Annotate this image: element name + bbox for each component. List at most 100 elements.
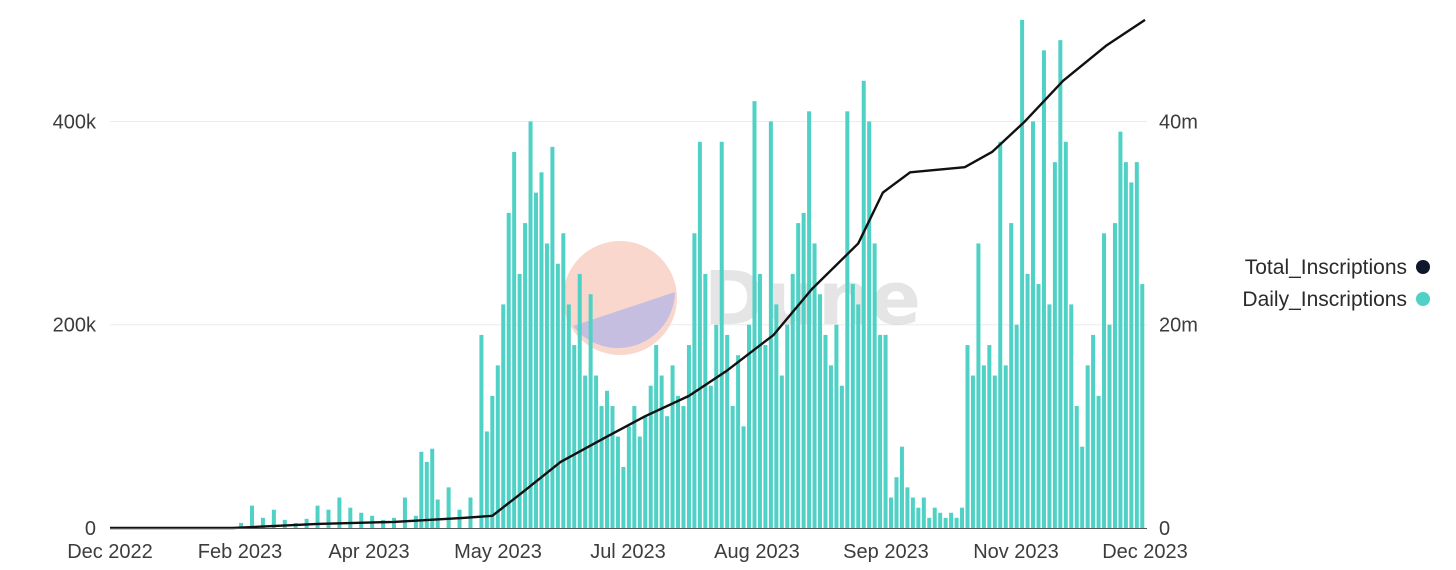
daily-inscriptions-bar	[271, 509, 276, 528]
daily-inscriptions-bar	[1107, 324, 1112, 528]
daily-inscriptions-bar	[610, 406, 615, 528]
daily-inscriptions-bar	[402, 497, 407, 528]
daily-inscriptions-bar	[583, 375, 588, 528]
daily-inscriptions-bar	[348, 507, 353, 528]
daily-inscriptions-bar	[1003, 365, 1008, 528]
x-tick-label: Dec 2023	[1102, 541, 1188, 563]
x-tick-label: Jul 2023	[590, 541, 666, 563]
daily-inscriptions-bar	[594, 375, 599, 528]
daily-inscriptions-bar	[512, 151, 517, 528]
x-tick-label: Aug 2023	[714, 541, 800, 563]
daily-inscriptions-bar	[637, 436, 642, 528]
daily-inscriptions-bar	[1074, 406, 1079, 528]
y-left-tick-label: 200k	[53, 315, 97, 337]
daily-inscriptions-bar	[856, 304, 861, 528]
daily-inscriptions-bar	[730, 406, 735, 528]
daily-inscriptions-bar	[899, 446, 904, 528]
daily-inscriptions-bar	[523, 223, 528, 528]
daily-inscriptions-bar	[686, 345, 691, 528]
daily-inscriptions-bar	[752, 101, 757, 528]
daily-inscriptions-bar	[785, 324, 790, 528]
daily-inscriptions-bar	[495, 365, 500, 528]
daily-inscriptions-bar	[703, 273, 708, 528]
daily-inscriptions-bar	[544, 243, 549, 528]
daily-inscriptions-bar	[998, 141, 1003, 529]
legend-marker-icon	[1416, 292, 1430, 306]
daily-inscriptions-bar	[315, 505, 320, 528]
daily-inscriptions-bar	[446, 487, 451, 528]
daily-inscriptions-bar	[1052, 162, 1057, 528]
dune-watermark-text: Dune	[704, 256, 921, 342]
daily-inscriptions-bar	[1118, 131, 1123, 528]
x-tick-label: Apr 2023	[328, 541, 409, 563]
daily-inscriptions-bar	[834, 324, 839, 528]
daily-inscriptions-bar	[413, 515, 418, 528]
daily-inscriptions-bar	[981, 365, 986, 528]
daily-inscriptions-bar	[484, 431, 489, 528]
daily-inscriptions-bar	[790, 273, 795, 528]
x-tick-label: Feb 2023	[198, 541, 283, 563]
daily-inscriptions-bar	[697, 141, 702, 529]
daily-inscriptions-bars	[239, 19, 1145, 529]
daily-inscriptions-bar	[539, 172, 544, 529]
daily-inscriptions-bar	[1058, 40, 1063, 528]
daily-inscriptions-bar	[692, 233, 697, 528]
daily-inscriptions-bar	[588, 294, 593, 528]
daily-inscriptions-bar	[823, 334, 828, 528]
daily-inscriptions-bar	[960, 507, 965, 528]
daily-inscriptions-bar	[850, 284, 855, 528]
daily-inscriptions-bar	[632, 406, 637, 528]
daily-inscriptions-bar	[260, 517, 265, 528]
daily-inscriptions-bar	[1102, 233, 1107, 528]
daily-inscriptions-bar	[561, 233, 566, 528]
daily-inscriptions-bar	[1129, 182, 1134, 528]
daily-inscriptions-bar	[1041, 50, 1046, 528]
y-right-tick-label: 20m	[1159, 315, 1198, 337]
daily-inscriptions-bar	[517, 273, 522, 528]
daily-inscriptions-bar	[566, 304, 571, 528]
daily-inscriptions-bar	[337, 497, 342, 528]
daily-inscriptions-bar	[845, 111, 850, 528]
daily-inscriptions-bar	[708, 385, 713, 528]
daily-inscriptions-bar	[490, 395, 495, 528]
daily-inscriptions-bar	[643, 416, 648, 528]
axes: 0 200k 400k 0 20m 40m Dec 2022 Feb 2023 Apr 2023…	[53, 111, 1198, 563]
daily-inscriptions-bar	[326, 509, 331, 528]
daily-inscriptions-bar	[1047, 304, 1052, 528]
daily-inscriptions-bar	[572, 345, 577, 528]
daily-inscriptions-bar	[435, 499, 440, 528]
y-left-tick-label: 400k	[53, 111, 97, 133]
daily-inscriptions-bar	[670, 365, 675, 528]
daily-inscriptions-bar	[970, 375, 975, 528]
daily-inscriptions-bar	[676, 395, 681, 528]
daily-inscriptions-bar	[501, 304, 506, 528]
dune-logo-wedge	[573, 292, 675, 349]
daily-inscriptions-bar	[419, 451, 424, 528]
daily-inscriptions-bar	[381, 519, 386, 528]
daily-inscriptions-bar	[992, 375, 997, 528]
total-inscriptions-line-group	[110, 18, 1146, 530]
daily-inscriptions-bar	[916, 507, 921, 528]
daily-inscriptions-bar	[741, 426, 746, 528]
daily-inscriptions-bar	[861, 80, 866, 528]
x-tick-label: May 2023	[454, 541, 542, 563]
daily-inscriptions-bar	[807, 111, 812, 528]
daily-inscriptions-bar	[943, 517, 948, 528]
daily-inscriptions-bar	[681, 406, 686, 528]
daily-inscriptions-bar	[1025, 273, 1030, 528]
daily-inscriptions-bar	[828, 365, 833, 528]
y-right-tick-label: 0	[1159, 518, 1170, 540]
daily-inscriptions-bar	[1031, 121, 1036, 528]
daily-inscriptions-bar	[282, 519, 287, 528]
x-tick-label: Dec 2022	[67, 541, 153, 563]
daily-inscriptions-bar	[1096, 395, 1101, 528]
daily-inscriptions-bar	[801, 212, 806, 528]
daily-inscriptions-bar	[719, 141, 724, 529]
daily-inscriptions-bar	[479, 334, 484, 528]
daily-inscriptions-bar	[605, 390, 610, 528]
daily-inscriptions-bar	[921, 497, 926, 528]
daily-inscriptions-bar	[910, 497, 915, 528]
x-tick-label: Sep 2023	[843, 541, 929, 563]
daily-inscriptions-bar	[932, 507, 937, 528]
